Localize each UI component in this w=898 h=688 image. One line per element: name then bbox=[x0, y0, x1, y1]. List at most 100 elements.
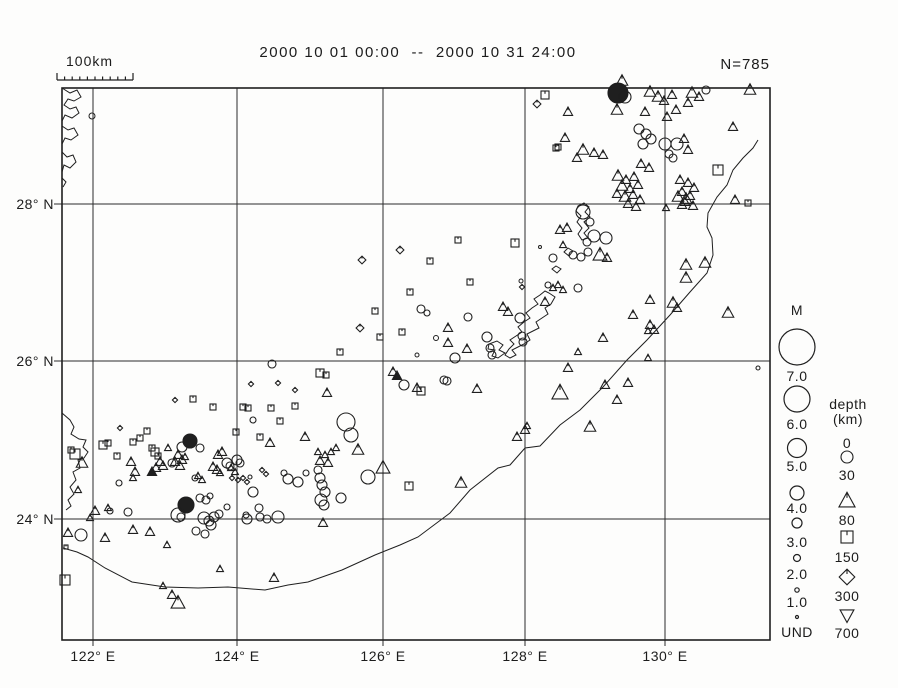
map-symbol-t bbox=[442, 321, 454, 332]
map-symbol-s bbox=[63, 544, 69, 550]
map-symbol-t bbox=[230, 467, 240, 476]
map-symbol-c bbox=[255, 512, 265, 522]
map-symbol-c bbox=[576, 252, 586, 262]
map-symbol-t bbox=[561, 221, 573, 232]
map-symbol-t bbox=[632, 178, 644, 189]
map-symbol-t bbox=[685, 85, 699, 98]
map-symbol-d bbox=[291, 386, 299, 394]
map-symbol-t bbox=[639, 105, 651, 116]
legend-mag-circle bbox=[778, 328, 816, 366]
map-symbol-s bbox=[336, 348, 344, 356]
map-symbol-s bbox=[376, 333, 384, 341]
map-symbol-t bbox=[562, 361, 574, 372]
lat-tick-label: 24° N bbox=[16, 511, 54, 527]
map-symbol-s bbox=[371, 307, 379, 315]
map-symbol-t bbox=[688, 181, 700, 192]
map-symbol-t bbox=[620, 173, 632, 184]
legend-mag-label: 5.0 bbox=[786, 458, 808, 474]
map-symbol-t bbox=[554, 223, 566, 234]
map-symbol-t bbox=[627, 188, 639, 199]
map-symbol-d bbox=[355, 323, 365, 333]
map-symbol-c bbox=[637, 138, 649, 150]
map-symbol-t bbox=[611, 393, 623, 404]
map-symbol-t bbox=[158, 581, 168, 590]
map-symbol-d bbox=[262, 470, 270, 478]
map-symbol-c bbox=[585, 217, 595, 227]
map-symbol-t bbox=[268, 571, 280, 582]
map-symbol-c bbox=[607, 82, 629, 104]
lon-tick-label: 124° E bbox=[214, 648, 260, 664]
map-symbol-t bbox=[674, 173, 686, 184]
map-symbol-c bbox=[670, 137, 684, 151]
map-symbol-t bbox=[643, 84, 657, 97]
map-symbol-t bbox=[211, 463, 223, 474]
map-symbol-c bbox=[755, 365, 761, 371]
map-symbol-v bbox=[839, 609, 855, 624]
map-symbol-t bbox=[216, 445, 228, 456]
map-symbol-c bbox=[249, 416, 257, 424]
map-symbol-t bbox=[682, 96, 694, 107]
map-symbol-c bbox=[167, 458, 177, 468]
map-symbol-c bbox=[205, 519, 217, 531]
map-symbol-t bbox=[146, 465, 158, 476]
map-symbol-c bbox=[463, 312, 473, 322]
map-symbol-c bbox=[314, 472, 326, 484]
trench-line bbox=[62, 139, 759, 591]
map-symbol-s bbox=[129, 438, 137, 446]
map-symbol-c bbox=[271, 510, 285, 524]
map-symbol-t bbox=[610, 102, 624, 115]
map-symbol-t bbox=[627, 308, 639, 319]
graticule bbox=[54, 88, 770, 646]
legend-depth-label: 30 bbox=[838, 467, 856, 483]
map-symbol-c bbox=[587, 229, 601, 243]
map-frame bbox=[61, 87, 771, 641]
map-symbol-c bbox=[575, 204, 591, 220]
map-symbol-c bbox=[197, 511, 211, 525]
island-outline bbox=[487, 340, 506, 359]
map-symbol-s bbox=[232, 428, 240, 436]
map-symbol-t bbox=[678, 132, 690, 143]
map-symbol-t bbox=[351, 442, 365, 455]
legend-mag-label: 6.0 bbox=[786, 416, 808, 432]
coastline bbox=[61, 177, 67, 188]
map-symbol-c bbox=[254, 503, 264, 513]
legend-depth-label: 0 bbox=[842, 435, 852, 451]
map-symbol-t bbox=[172, 448, 184, 459]
islet-outline bbox=[88, 112, 96, 120]
map-symbol-t bbox=[150, 461, 162, 472]
map-symbol-d bbox=[228, 474, 236, 482]
map-symbol-t bbox=[326, 447, 336, 456]
map-symbol-t bbox=[588, 146, 600, 157]
map-symbol-t bbox=[299, 430, 311, 441]
map-symbol-s bbox=[406, 288, 414, 296]
map-symbol-t bbox=[698, 255, 712, 268]
legend-mag-label: UND bbox=[781, 624, 813, 640]
map-symbol-c bbox=[176, 512, 186, 522]
lon-tick-label: 122° E bbox=[70, 648, 116, 664]
islet-outline bbox=[538, 245, 542, 249]
map-symbol-t bbox=[592, 246, 608, 261]
map-symbol-s bbox=[426, 257, 434, 265]
map-symbol-t bbox=[99, 531, 111, 542]
map-symbol-t bbox=[471, 382, 483, 393]
map-symbol-t bbox=[622, 197, 634, 208]
map-symbol-c bbox=[423, 309, 431, 317]
map-symbol-t bbox=[313, 447, 323, 456]
map-symbol-t bbox=[511, 430, 523, 441]
map-symbol-t bbox=[576, 142, 590, 155]
map-symbol-c bbox=[668, 153, 678, 163]
coastline bbox=[61, 151, 77, 173]
map-symbol-c bbox=[582, 237, 592, 247]
map-symbol-s bbox=[510, 238, 520, 248]
map-symbol-t bbox=[838, 491, 856, 508]
map-symbol-t bbox=[729, 193, 741, 204]
map-symbol-t bbox=[693, 90, 705, 101]
map-symbol-t bbox=[128, 473, 138, 482]
map-symbol-c bbox=[618, 90, 632, 104]
map-symbol-s bbox=[416, 386, 426, 396]
map-symbol-s bbox=[69, 448, 81, 460]
map-symbol-c bbox=[518, 337, 528, 347]
map-symbol-d bbox=[838, 568, 856, 586]
map-symbol-t bbox=[322, 456, 334, 467]
